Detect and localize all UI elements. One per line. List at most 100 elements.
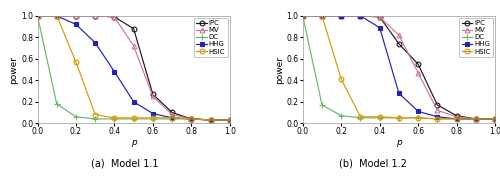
DC [492, 118, 498, 120]
HSIC [338, 78, 344, 80]
IPC [434, 104, 440, 106]
DC [319, 104, 325, 106]
MV [338, 15, 344, 17]
Line: IPC: IPC [300, 13, 498, 121]
HSIC [492, 118, 498, 120]
DC [454, 118, 460, 120]
Line: MV: MV [300, 13, 498, 121]
Line: DC: DC [34, 13, 232, 123]
Line: DC: DC [300, 13, 498, 122]
IPC [338, 15, 344, 17]
HHG [169, 117, 175, 119]
IPC [73, 15, 79, 17]
DC [396, 117, 402, 119]
IPC [376, 16, 382, 18]
HSIC [73, 61, 79, 63]
IPC [208, 119, 214, 121]
Text: (b)  Model 1.2: (b) Model 1.2 [338, 159, 406, 169]
HSIC [188, 118, 194, 120]
IPC [492, 118, 498, 120]
MV [130, 45, 136, 47]
Legend: IPC, MV, DC, HHG, HSIC: IPC, MV, DC, HHG, HSIC [194, 18, 228, 57]
IPC [226, 119, 232, 121]
Y-axis label: power: power [274, 55, 283, 84]
HHG [112, 71, 117, 73]
HSIC [92, 114, 98, 116]
IPC [112, 16, 117, 18]
MV [434, 109, 440, 111]
MV [454, 116, 460, 118]
Legend: IPC, MV, DC, HHG, HSIC: IPC, MV, DC, HHG, HSIC [459, 18, 493, 57]
HSIC [112, 117, 117, 119]
DC [112, 118, 117, 120]
HHG [150, 112, 156, 115]
HHG [188, 118, 194, 120]
DC [188, 118, 194, 120]
HHG [130, 101, 136, 103]
HSIC [415, 117, 421, 119]
DC [226, 119, 232, 121]
MV [208, 119, 214, 121]
HSIC [319, 15, 325, 17]
DC [34, 15, 40, 17]
HHG [434, 116, 440, 118]
HHG [226, 119, 232, 121]
HSIC [396, 117, 402, 119]
MV [34, 15, 40, 17]
Line: IPC: IPC [35, 13, 232, 122]
HHG [319, 15, 325, 17]
Line: MV: MV [35, 13, 232, 122]
HSIC [208, 119, 214, 121]
HSIC [473, 118, 479, 120]
MV [319, 15, 325, 17]
Line: HSIC: HSIC [35, 13, 232, 122]
MV [492, 118, 498, 120]
HHG [376, 27, 382, 29]
MV [358, 15, 364, 17]
MV [300, 15, 306, 17]
MV [112, 16, 117, 18]
DC [415, 117, 421, 119]
DC [376, 117, 382, 119]
HSIC [376, 116, 382, 118]
DC [169, 118, 175, 120]
IPC [319, 15, 325, 17]
IPC [54, 15, 60, 17]
DC [92, 118, 98, 120]
HHG [300, 15, 306, 17]
HSIC [34, 15, 40, 17]
MV [396, 34, 402, 36]
DC [130, 118, 136, 120]
HHG [34, 15, 40, 17]
IPC [92, 15, 98, 17]
HSIC [434, 118, 440, 120]
X-axis label: p: p [396, 138, 402, 147]
DC [473, 118, 479, 120]
MV [54, 15, 60, 17]
HSIC [169, 117, 175, 119]
X-axis label: p: p [130, 138, 136, 147]
IPC [188, 118, 194, 120]
HHG [358, 15, 364, 17]
IPC [473, 118, 479, 120]
MV [473, 118, 479, 120]
IPC [358, 15, 364, 17]
Line: HHG: HHG [36, 14, 232, 122]
HSIC [454, 118, 460, 120]
HHG [473, 118, 479, 120]
HHG [338, 15, 344, 17]
IPC [150, 93, 156, 95]
HHG [54, 15, 60, 17]
MV [376, 16, 382, 18]
HSIC [300, 15, 306, 17]
MV [415, 72, 421, 74]
DC [338, 115, 344, 117]
MV [188, 118, 194, 120]
HHG [208, 119, 214, 121]
HHG [92, 42, 98, 44]
IPC [300, 15, 306, 17]
HSIC [130, 117, 136, 119]
DC [434, 118, 440, 120]
IPC [34, 15, 40, 17]
DC [73, 116, 79, 118]
